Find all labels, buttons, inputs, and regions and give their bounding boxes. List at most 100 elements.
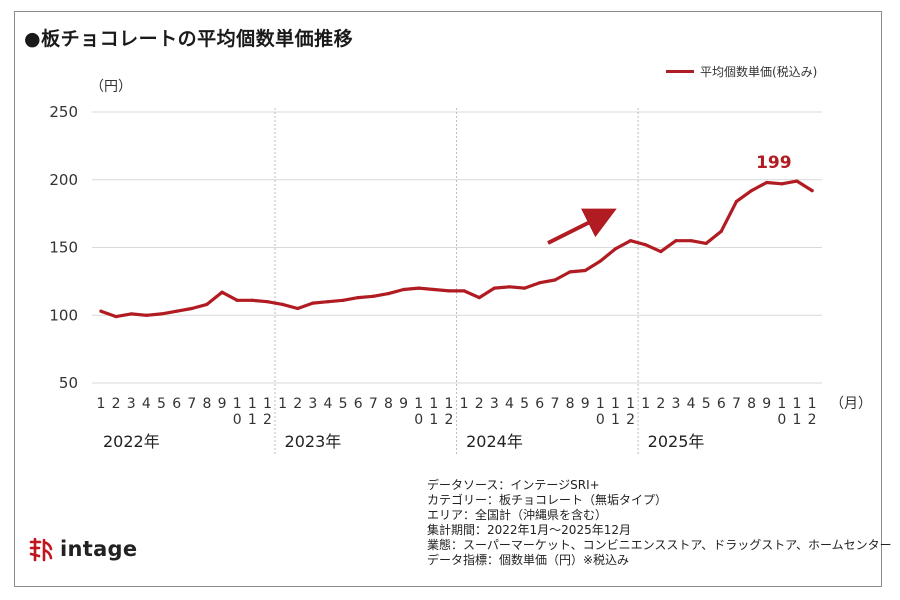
data-point: [704, 241, 708, 246]
y-tick-label-200: 200: [49, 171, 78, 189]
x-tick-label: 1: [808, 396, 817, 412]
x-tick-label: 1: [793, 396, 802, 412]
chart-title: ●板チョコレートの平均個数単価推移: [24, 28, 354, 50]
year-label-1: 2023年: [285, 432, 342, 451]
x-tick-label: 4: [687, 396, 696, 412]
data-point: [734, 199, 739, 204]
x-tick-label-second-digit: 0: [777, 412, 786, 428]
data-point: [417, 286, 421, 290]
x-tick-label: 1: [460, 396, 469, 412]
x-tick-label: 7: [369, 396, 378, 412]
data-point: [220, 290, 224, 294]
x-tick-label: 1: [429, 396, 438, 412]
x-tick-label: 3: [671, 396, 680, 412]
x-tick-label: 8: [566, 396, 575, 412]
intage-logo-text: intage: [60, 537, 138, 561]
data-point: [689, 239, 693, 243]
x-tick-label: 3: [490, 396, 499, 412]
x-tick-label: 8: [384, 396, 393, 412]
data-point: [613, 247, 618, 251]
data-point: [280, 302, 285, 307]
x-tick-label: 7: [732, 396, 741, 412]
data-point: [402, 287, 406, 292]
x-tick-label: 9: [581, 396, 590, 412]
x-tick-label-second-digit: 1: [611, 412, 620, 428]
data-point: [765, 180, 769, 185]
note-area: エリア：全国計（沖縄県を含む）: [427, 508, 608, 522]
data-point: [250, 298, 254, 302]
data-point: [780, 182, 784, 186]
data-point: [523, 286, 527, 290]
y-tick-label-100: 100: [49, 306, 78, 324]
x-tick-label: 4: [505, 396, 514, 412]
note-category: カテゴリー：板チョコレート（無垢タイプ）: [427, 493, 668, 507]
data-point: [235, 298, 239, 302]
data-point: [296, 306, 300, 311]
legend-swatch: [666, 70, 694, 73]
note-period: 集計期間：2022年1月～2025年12月: [427, 523, 631, 537]
legend-label: 平均個数単価(税込み): [700, 65, 818, 79]
data-point: [265, 300, 270, 304]
data-point: [659, 249, 663, 254]
x-tick-label: 5: [520, 396, 529, 412]
data-point: [99, 309, 103, 313]
data-point: [492, 286, 496, 290]
x-tick-label: 6: [172, 396, 181, 412]
x-tick-label-second-digit: 2: [263, 412, 272, 428]
data-point: [386, 291, 391, 296]
data-point: [129, 312, 133, 316]
x-axis-unit: （月）: [830, 396, 872, 412]
x-tick-label: 3: [127, 396, 136, 412]
x-tick-label: 2: [112, 396, 121, 412]
data-point: [190, 306, 194, 311]
data-point: [719, 229, 723, 233]
data-point: [205, 302, 209, 307]
data-point: [447, 289, 451, 293]
data-point: [507, 285, 512, 289]
data-point: [810, 188, 814, 193]
x-tick-label-second-digit: 1: [429, 412, 438, 428]
source-notes: データソース：インテージSRI+ カテゴリー：板チョコレート（無垢タイプ） エリ…: [427, 478, 892, 568]
series-line-0: [99, 179, 814, 319]
x-tick-label-second-digit: 0: [414, 412, 423, 428]
data-label-peak: 199: [756, 153, 792, 173]
x-tick-label: 4: [323, 396, 332, 412]
data-point: [326, 300, 330, 304]
intage-logo-icon: [29, 537, 53, 562]
trend-arrow: [547, 208, 617, 245]
x-tick-label: 1: [611, 396, 620, 412]
x-tick-label: 1: [414, 396, 423, 412]
data-point: [674, 239, 678, 243]
data-point: [114, 315, 118, 319]
x-tick-label: 1: [626, 396, 635, 412]
x-tick-label: 1: [97, 396, 106, 412]
x-tick-label: 4: [142, 396, 151, 412]
y-tick-label-150: 150: [49, 239, 78, 257]
data-point: [538, 281, 542, 285]
x-tick-label: 7: [550, 396, 559, 412]
y-tick-label-50: 50: [59, 374, 78, 392]
x-tick-label-second-digit: 1: [248, 412, 257, 428]
x-tick-label-second-digit: 2: [808, 412, 817, 428]
x-tick-label: 1: [641, 396, 650, 412]
x-tick-label: 6: [717, 396, 726, 412]
x-tick-label: 6: [354, 396, 363, 412]
x-tick-label: 5: [702, 396, 711, 412]
data-point: [644, 243, 648, 247]
x-tick-label: 9: [218, 396, 227, 412]
x-tick-label: 9: [399, 396, 408, 412]
year-label-2: 2024年: [466, 432, 523, 451]
data-point: [371, 294, 375, 298]
x-tick-label: 8: [202, 396, 211, 412]
x-tick-label: 2: [475, 396, 484, 412]
year-label-3: 2025年: [648, 432, 705, 451]
x-tick-label: 5: [157, 396, 166, 412]
x-tick-label: 1: [233, 396, 242, 412]
data-point: [356, 296, 360, 300]
x-tick-label: 2: [656, 396, 665, 412]
data-point: [749, 188, 754, 193]
x-tick-label: 2: [293, 396, 302, 412]
x-tick-label-second-digit: 0: [233, 412, 242, 428]
x-tick-label: 1: [596, 396, 605, 412]
